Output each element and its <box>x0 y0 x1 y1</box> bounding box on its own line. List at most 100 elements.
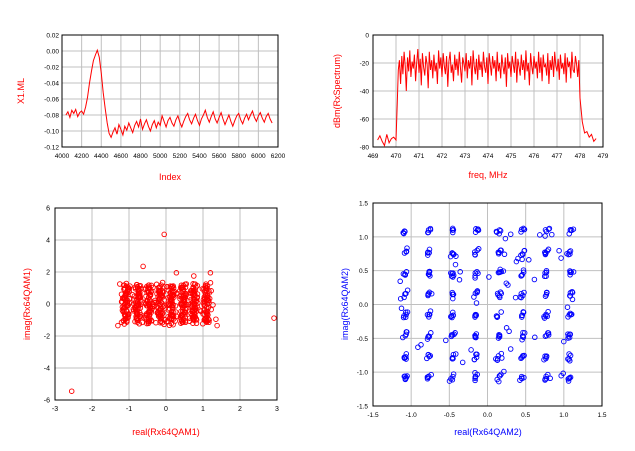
qam2-point <box>545 332 552 338</box>
ml-grid <box>61 34 279 148</box>
qam2-point <box>497 269 503 275</box>
qam2-stray-point <box>519 333 526 339</box>
qam2-point <box>448 270 454 276</box>
qam1-point <box>186 315 193 321</box>
qam2-point <box>473 226 479 232</box>
qam2-point <box>569 288 575 295</box>
qam1-outlier-point <box>213 316 219 322</box>
qam2-point <box>428 330 434 336</box>
qam1-point <box>169 283 176 290</box>
qam1-x-tick-label: 1 <box>201 406 205 413</box>
qam2-x-tick-label: -0.5 <box>444 412 456 419</box>
qam2-stray-point <box>513 258 520 265</box>
qam2-stray-point <box>561 338 567 345</box>
qam1-point <box>165 301 172 307</box>
qam1-y-axis-label: imag(Rx64QAM1) <box>22 268 32 340</box>
qam2-x-tick-label: 1.0 <box>559 412 568 419</box>
qam1-points <box>68 231 277 394</box>
qam1-point <box>136 291 142 297</box>
qam1-point <box>190 281 196 287</box>
spectrum-y-axis-label: dBm(RxSpectrum) <box>332 54 342 128</box>
qam1-x-tick-label: 0 <box>164 406 168 413</box>
qam1-point <box>121 321 128 327</box>
spectrum-y-tick-label: -40 <box>360 89 370 96</box>
qam2-point <box>568 269 574 275</box>
qam2-stray-point <box>556 247 562 254</box>
qam1-point <box>131 293 138 299</box>
qam2-stray-point <box>501 251 508 258</box>
qam2-point <box>450 355 456 362</box>
qam2-point <box>425 229 431 236</box>
qam2-point <box>472 270 479 276</box>
qam2-y-tick-label: 1.5 <box>359 201 368 208</box>
qam1-point <box>168 286 175 292</box>
qam2-point <box>493 313 500 319</box>
qam2-stray-point <box>398 305 405 312</box>
qam2-point <box>521 289 527 296</box>
qam2-point <box>450 295 456 302</box>
ml-x-tick-label: 4400 <box>94 153 109 160</box>
qam2-stray-point <box>512 294 519 301</box>
qam1-outlier-point <box>214 322 220 329</box>
qam2-stray-point <box>570 269 577 275</box>
qam2-stray-point <box>560 370 566 377</box>
qam1-x-tick-label: -3 <box>52 406 58 413</box>
qam2-point <box>498 309 504 315</box>
qam1-x-tick-label: 3 <box>275 406 279 413</box>
qam1-point <box>146 285 153 292</box>
qam2-x-tick-label: 1.5 <box>597 412 606 419</box>
ml-y-tick-label: 0.00 <box>46 49 59 56</box>
qam2-x-tick-label: 0.0 <box>483 412 492 419</box>
qam2-point <box>446 378 453 384</box>
qam2-point <box>424 376 431 382</box>
qam2-stray-point <box>397 295 404 302</box>
qam2-point <box>452 330 458 336</box>
qam2-point <box>425 334 431 340</box>
ml-x-tick-label: 5000 <box>153 153 168 160</box>
qam2-point <box>402 309 409 316</box>
qam1-point <box>182 309 189 315</box>
qam2-point <box>519 375 525 382</box>
ml-ticks: 4000 4200 4400 4600 4800 5000 5200 5400 5600 5800… <box>44 33 285 161</box>
qam2-stray-point <box>569 296 576 303</box>
spectrum-x-tick-label: 477 <box>552 153 563 160</box>
spectrum-series-line <box>377 48 597 148</box>
qam2-x-tick-label: -1.5 <box>367 412 379 419</box>
qam2-stray-point <box>472 369 478 376</box>
qam1-point <box>133 310 140 317</box>
spectrum-y-tick-label: -60 <box>360 117 370 124</box>
qam1-y-tick-label: -2 <box>44 334 50 341</box>
qam1-point <box>179 319 185 326</box>
qam1-point <box>180 316 187 322</box>
qam2-point <box>545 371 551 378</box>
qam2-point <box>427 353 434 359</box>
qam2-point <box>427 225 434 232</box>
ml-y-tick-label: 0.02 <box>46 33 59 40</box>
qam2-point <box>425 271 432 277</box>
qam2-point <box>497 266 503 273</box>
qam2-point <box>472 311 479 318</box>
qam2-stray-point <box>566 331 573 338</box>
qam2-point <box>426 311 432 318</box>
qam2-point <box>543 267 550 274</box>
qam2-stray-point <box>453 253 459 259</box>
qam2-point <box>449 377 456 383</box>
qam2-point <box>449 314 455 321</box>
qam2-ticks: -1.5 -1.0 -0.5 0.0 0.5 1.0 1.5 -1.5 -1.0 -0.5 0.0 0… <box>357 201 607 420</box>
qam2-point <box>567 374 574 381</box>
qam2-point <box>541 356 547 363</box>
ml-x-tick-label: 6000 <box>251 153 266 160</box>
qam1-point <box>132 299 139 306</box>
qam2-point <box>543 332 550 339</box>
spectrum-y-tick-label: 0 <box>365 33 369 40</box>
qam1-point <box>146 282 152 288</box>
qam2-point <box>541 273 548 280</box>
qam1-outlier-point <box>191 273 197 279</box>
qam2-point <box>493 356 499 362</box>
qam2-point <box>403 248 410 255</box>
qam2-plot-area <box>372 202 603 407</box>
qam1-x-axis-label: real(Rx64QAM1) <box>132 427 200 437</box>
qam1-point <box>164 284 170 290</box>
qam2-x-tick-label: 0.5 <box>521 412 530 419</box>
qam1-point <box>186 318 193 324</box>
